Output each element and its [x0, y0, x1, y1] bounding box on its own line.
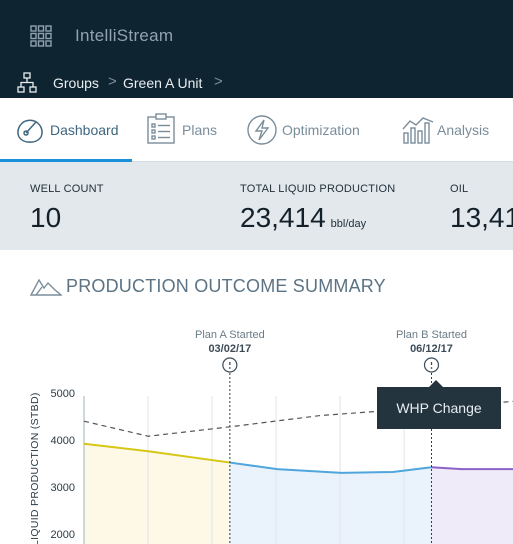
y-tick-label: 4000: [51, 435, 75, 447]
kpi-unit: bbl/day: [330, 218, 367, 230]
tab-analysis-label: Analysis: [437, 122, 490, 138]
kpi-strip: WELL COUNT 10 TOTAL LIQUID PRODUCTION 23…: [0, 162, 513, 250]
kpi-value: 23,414: [240, 202, 326, 233]
baseline-area: [84, 443, 230, 544]
gauge-icon: [17, 119, 43, 143]
y-tick-label: 5000: [51, 388, 75, 400]
marker-date: 06/12/17: [410, 343, 453, 355]
tab-dashboard[interactable]: Dashboard: [0, 98, 132, 162]
marker-date: 03/02/17: [208, 343, 251, 355]
mountain-icon: [30, 278, 62, 296]
y-tick-label: 3000: [51, 482, 75, 494]
plan_b-series-line: [431, 466, 513, 471]
marker-label: Plan A Started: [195, 329, 265, 341]
breadcrumb-separator: >: [214, 73, 223, 90]
breadcrumb-separator: >: [108, 73, 117, 90]
plan_a-series-line: [229, 461, 432, 474]
production-chart: 5000 4000 3000 2000 LIQUID PRODUCTION (STBD)…: [29, 329, 513, 544]
bar-chart-icon: [402, 117, 434, 144]
marker-label: Plan B Started: [396, 329, 467, 341]
kpi-value: 10: [30, 202, 62, 233]
whp-change-tooltip: WHP Change: [377, 380, 501, 429]
plan_a-area: [229, 462, 432, 544]
plan_b-area: [431, 467, 513, 544]
tab-dashboard-label: Dashboard: [50, 122, 119, 138]
top-bar: IntelliStream Groups > Green A Unit >: [0, 0, 513, 98]
lightning-icon: [247, 115, 277, 145]
breadcrumb-item-groups[interactable]: Groups: [53, 75, 99, 91]
info-icon-dot: [430, 367, 433, 369]
breadcrumb: Groups > Green A Unit >: [0, 66, 513, 98]
clipboard-icon: [147, 113, 175, 144]
y-axis-label: LIQUID PRODUCTION (STBD): [29, 392, 41, 544]
tab-optimization-label: Optimization: [282, 122, 360, 138]
kpi-label: OIL: [450, 183, 469, 195]
kpi-value-group: 23,414 bbl/day: [240, 202, 366, 234]
tab-plans-label: Plans: [182, 122, 218, 138]
baseline-series-line: [83, 442, 230, 464]
breadcrumb-item-green-a-unit[interactable]: Green A Unit: [123, 75, 203, 91]
tab-bar: Dashboard Plans Optimization: [0, 98, 513, 162]
y-tick-label: 2000: [51, 529, 75, 541]
tab-optimization[interactable]: Optimization: [232, 98, 387, 162]
grid-icon[interactable]: [30, 25, 52, 47]
app-title: IntelliStream: [75, 26, 174, 45]
tab-plans[interactable]: Plans: [132, 98, 232, 162]
kpi-value: 13,41: [450, 202, 513, 233]
tab-analysis[interactable]: Analysis: [387, 98, 513, 162]
summary-title: PRODUCTION OUTCOME SUMMARY: [66, 276, 386, 296]
kpi-label: TOTAL LIQUID PRODUCTION: [240, 183, 396, 195]
kpi-label: WELL COUNT: [30, 183, 104, 195]
hierarchy-icon[interactable]: [17, 72, 37, 94]
info-icon-dot: [228, 367, 231, 369]
